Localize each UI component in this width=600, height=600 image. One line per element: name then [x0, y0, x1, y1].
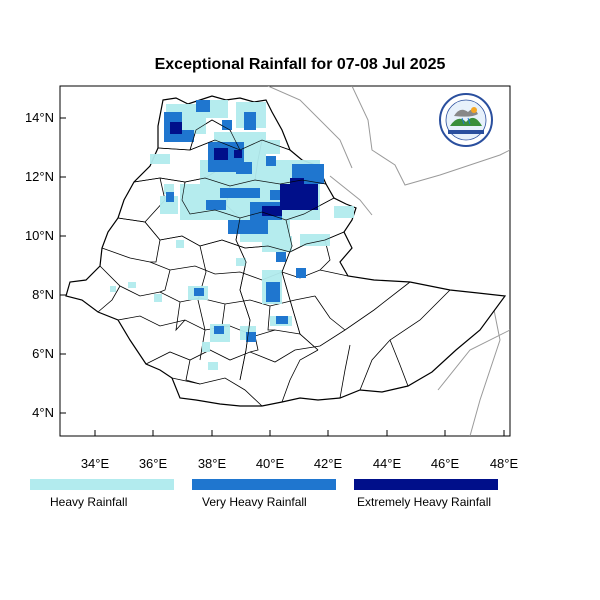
lat-tick-10: 10°N: [25, 228, 54, 243]
legend-label-heavy: Heavy Rainfall: [50, 495, 128, 509]
lon-tick-48: 48°E: [490, 456, 519, 471]
lon-tick-44: 44°E: [373, 456, 402, 471]
lon-tick-34: 34°E: [81, 456, 110, 471]
extremely-heavy-rainfall-cells: [170, 122, 318, 216]
lat-tick-8: 8°N: [32, 287, 54, 302]
lat-tick-14: 14°N: [25, 110, 54, 125]
lat-tick-4: 4°N: [32, 405, 54, 420]
lon-tick-38: 38°E: [198, 456, 227, 471]
y-axis: [60, 117, 66, 414]
lon-tick-40: 40°E: [256, 456, 285, 471]
lon-tick-46: 46°E: [431, 456, 460, 471]
x-axis: [94, 430, 505, 436]
lon-tick-36: 36°E: [139, 456, 168, 471]
legend-label-very-heavy: Very Heavy Rainfall: [202, 495, 307, 509]
legend-swatch-very-heavy: [192, 479, 336, 490]
lat-tick-6: 6°N: [32, 346, 54, 361]
lon-tick-42: 42°E: [314, 456, 343, 471]
legend-label-extremely-heavy: Extremely Heavy Rainfall: [357, 495, 492, 509]
neighbor-borders: [267, 86, 510, 436]
lat-tick-12: 12°N: [25, 169, 54, 184]
legend-swatch-heavy: [30, 479, 174, 490]
legend-swatch-extremely-heavy: [354, 479, 498, 490]
institute-logo: [439, 93, 493, 147]
map-title: Exceptional Rainfall for 07-08 Jul 2025: [154, 56, 446, 73]
